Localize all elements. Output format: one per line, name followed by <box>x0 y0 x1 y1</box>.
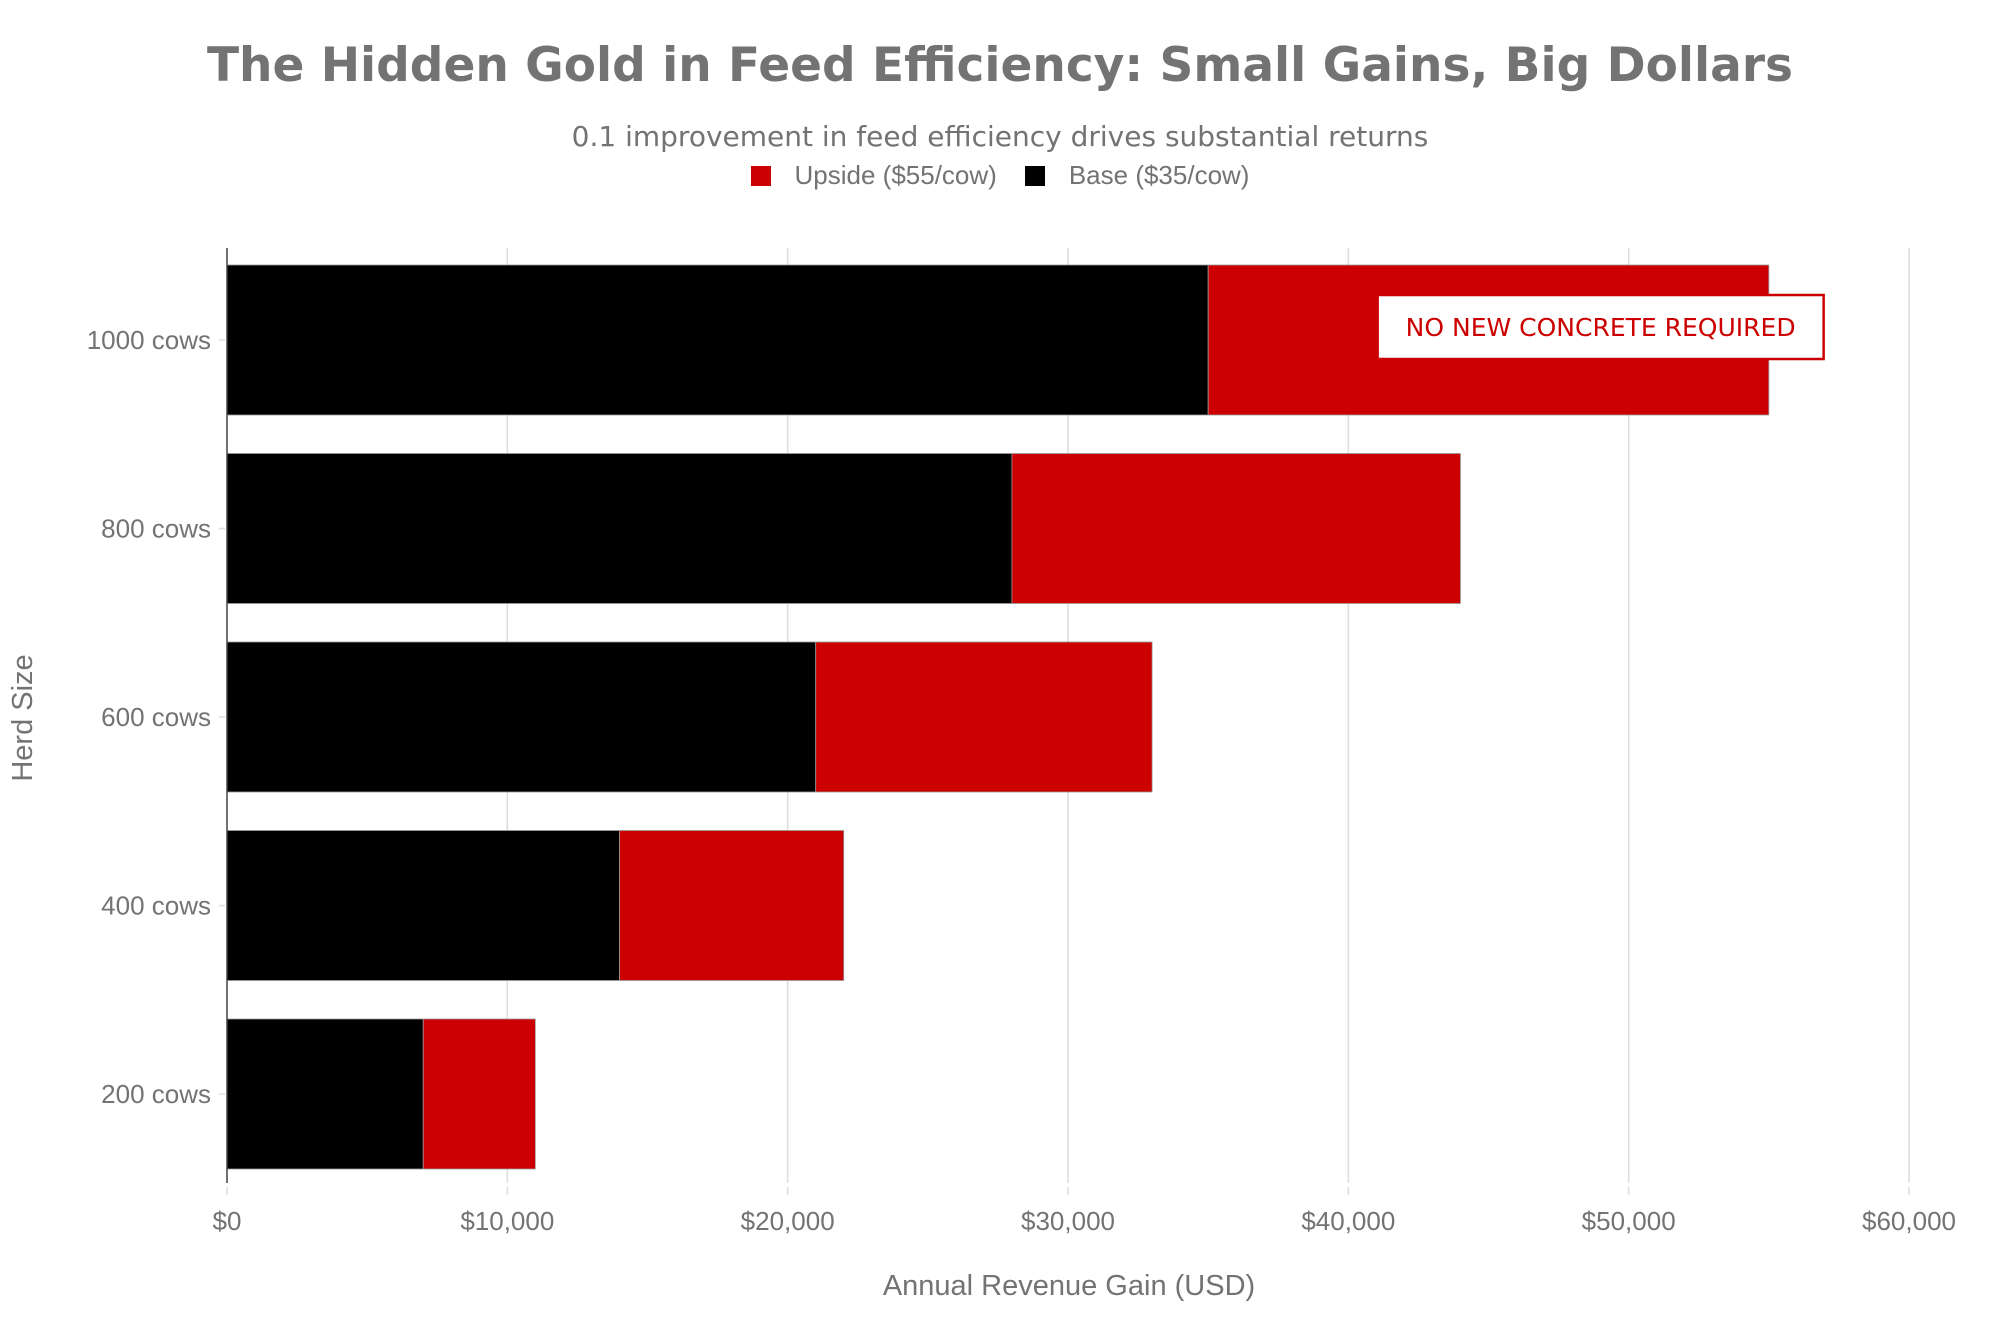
bar-upside[interactable] <box>815 641 1153 793</box>
legend-item-base[interactable]: Base ($35/cow) <box>1024 160 1250 191</box>
x-tick-label: $10,000 <box>460 1206 554 1236</box>
legend-swatch-base <box>1024 165 1045 186</box>
annotation-box <box>1376 293 1825 361</box>
bar-base[interactable] <box>226 453 1013 604</box>
bar-upside[interactable] <box>422 1018 536 1170</box>
y-tick-label: 800 cows <box>101 514 211 544</box>
annotation-text: NO NEW CONCRETE REQUIRED <box>1406 313 1796 342</box>
bar-base[interactable] <box>226 1018 424 1170</box>
x-tick-label: $30,000 <box>1021 1206 1115 1236</box>
legend: Upside ($55/cow) Base ($35/cow) <box>0 160 2000 191</box>
y-tick-label: 400 cows <box>101 891 211 921</box>
bar-upside[interactable] <box>1011 453 1461 604</box>
bar-base[interactable] <box>226 264 1209 416</box>
y-tick-label: 200 cows <box>101 1079 211 1109</box>
bars <box>226 264 1770 1170</box>
x-tick-label: $60,000 <box>1862 1206 1956 1236</box>
legend-label-base: Base ($35/cow) <box>1068 160 1250 190</box>
legend-label-upside: Upside ($55/cow) <box>794 160 997 190</box>
legend-item-upside[interactable]: Upside ($55/cow) <box>750 160 997 191</box>
bar-base[interactable] <box>226 641 817 793</box>
y-tick-label: 1000 cows <box>87 325 211 355</box>
y-tick-label: 600 cows <box>101 702 211 732</box>
x-tick-label: $40,000 <box>1301 1206 1395 1236</box>
y-axis-title: Herd Size <box>7 654 39 781</box>
axes: $0 $10,000 $20,000 $30,000 $40,000 $50,000 $60… <box>87 248 1956 1236</box>
bar-base[interactable] <box>226 830 620 981</box>
x-tick-label: $50,000 <box>1582 1206 1676 1236</box>
x-tick-label: $0 <box>213 1206 242 1236</box>
chart-title: The Hidden Gold in Feed Efficiency: Smal… <box>206 38 1794 93</box>
x-axis-title: Annual Revenue Gain (USD) <box>883 1270 1255 1302</box>
annotation: NO NEW CONCRETE REQUIRED <box>1376 293 1825 361</box>
chart-subtitle: 0.1 improvement in feed efficiency drive… <box>571 120 1429 153</box>
x-tick-label: $20,000 <box>741 1206 835 1236</box>
legend-swatch-upside <box>750 165 771 186</box>
bar-upside[interactable] <box>619 830 845 981</box>
